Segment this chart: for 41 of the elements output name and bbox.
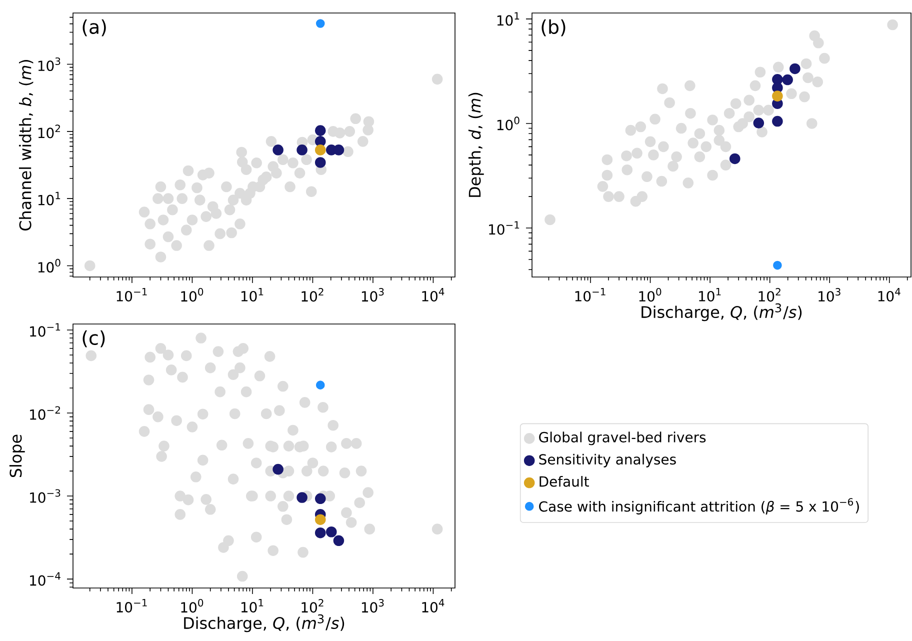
legend-label: Global gravel-bed rivers — [539, 432, 706, 446]
y-tick-label: 10$^{−1}$ — [489, 221, 520, 235]
y-tick-label: 10$^{−2}$ — [30, 406, 60, 420]
x-tick-label: 10$^{4}$ — [878, 288, 900, 302]
y-tick-label: 10$^{0}$ — [497, 116, 520, 130]
legend-label: Sensitivity analyses — [539, 454, 676, 468]
x-tick-label: 10$^{2}$ — [758, 288, 780, 302]
x-tick-label: 10$^{0}$ — [181, 288, 204, 302]
x-tick-label: 10$^{1}$ — [699, 288, 721, 302]
y-tick-label: 10$^{1}$ — [38, 192, 60, 206]
x-tick-label: 10$^{0}$ — [639, 288, 662, 302]
annotation: (a) — [82, 19, 106, 36]
x-tick-label: 10$^{3}$ — [818, 288, 840, 302]
x-tick-label: 10$^{2}$ — [302, 288, 324, 302]
y-tick-label: 10$^{3}$ — [38, 57, 60, 72]
x-tick-label: 10$^{−1}$ — [575, 288, 606, 302]
y-tick-label: 10$^{2}$ — [38, 124, 60, 138]
y-tick-label: 10$^{−4}$ — [30, 572, 60, 586]
x-tick-label: 10$^{−1}$ — [116, 288, 147, 302]
x-tick-label: 10$^{1}$ — [241, 288, 264, 302]
y-tick-label: 10$^{1}$ — [497, 12, 520, 26]
x-tick-label: 10$^{−1}$ — [116, 599, 147, 612]
y-axis-title: Channel width, b, (m) — [19, 60, 34, 230]
x-tick-label: 10$^{4}$ — [422, 288, 444, 302]
y-axis-title: Slope — [9, 434, 25, 478]
y-tick-label: 10$^{−1}$ — [30, 323, 60, 337]
x-tick-label: 10$^{4}$ — [422, 599, 444, 612]
x-tick-label: 10$^{2}$ — [302, 599, 324, 613]
x-tick-label: 10$^{3}$ — [362, 288, 384, 302]
legend-label: Case with insignificant attrition (β = 5 x 10$^{−6}$) — [539, 498, 859, 514]
x-tick-label: 10$^{0}$ — [181, 599, 204, 613]
x-tick-label: 10$^{1}$ — [241, 599, 264, 612]
x-axis-title: Discharge, Q, (m$^{3}$/s) — [642, 303, 802, 322]
y-tick-label: 10$^{−3}$ — [30, 489, 60, 503]
annotation: (c) — [82, 330, 105, 348]
y-axis-title: Depth, d, (m) — [468, 92, 484, 197]
annotation: (b) — [542, 19, 566, 36]
y-tick-label: 10$^{0}$ — [38, 258, 60, 273]
x-tick-label: 10$^{3}$ — [362, 599, 384, 613]
legend-label: Default — [540, 476, 589, 487]
x-axis-title: Discharge, Q, (m$^{3}$/s) — [184, 614, 344, 632]
